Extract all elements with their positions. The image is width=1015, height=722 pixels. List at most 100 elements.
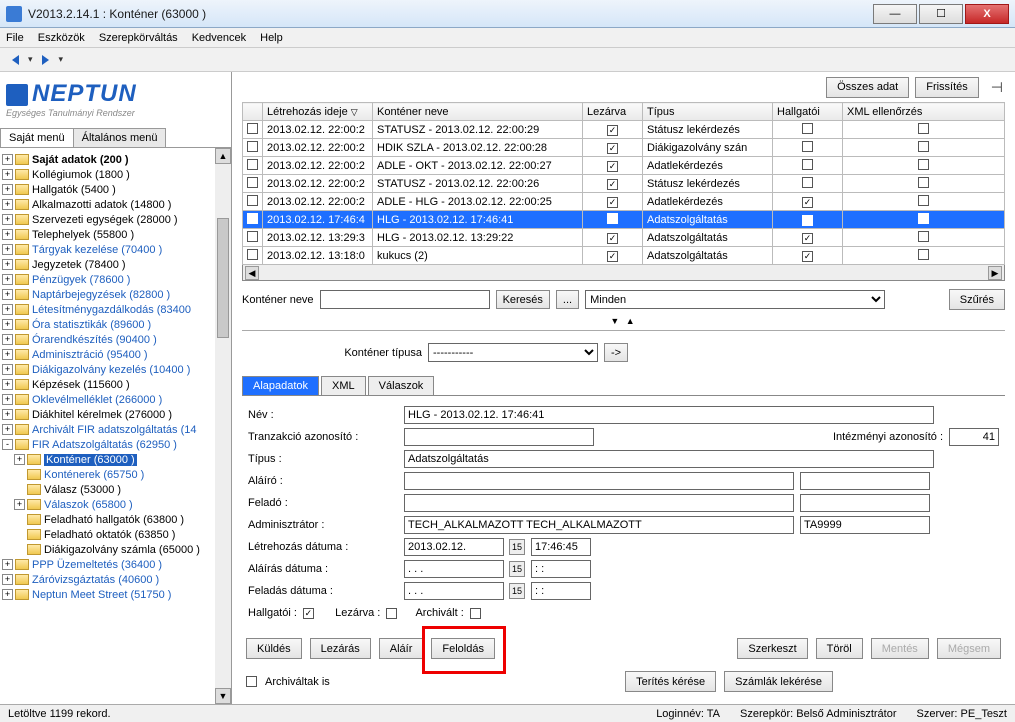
tab-valaszok[interactable]: Válaszok: [368, 376, 435, 395]
expand-icon[interactable]: +: [2, 589, 13, 600]
checkbox-icon[interactable]: [802, 159, 813, 170]
container-grid[interactable]: Létrehozás ideje ▽Konténer neveLezárvaTí…: [242, 102, 1005, 265]
close-button[interactable]: X: [965, 4, 1009, 24]
mentes-button[interactable]: Mentés: [871, 638, 929, 659]
tree-item[interactable]: Diákigazolvány számla (65000 ): [2, 542, 229, 557]
checkbox-icon[interactable]: [918, 231, 929, 242]
menu-file[interactable]: File: [6, 32, 24, 44]
terites-button[interactable]: Terítés kérése: [625, 671, 716, 692]
expand-icon[interactable]: -: [2, 439, 13, 450]
calendar-icon[interactable]: 15: [509, 561, 525, 577]
all-data-button[interactable]: Összes adat: [826, 77, 909, 98]
checkbox-icon[interactable]: ✓: [607, 179, 618, 190]
checkbox-icon[interactable]: [247, 123, 258, 134]
checkbox-icon[interactable]: ✓: [607, 251, 618, 262]
expand-icon[interactable]: +: [2, 154, 13, 165]
expand-icon[interactable]: +: [2, 574, 13, 585]
tree-item[interactable]: +Diákhitel kérelmek (276000 ): [2, 407, 229, 422]
checkbox-icon[interactable]: [247, 177, 258, 188]
menu-tools[interactable]: Eszközök: [38, 32, 85, 44]
checkbox-icon[interactable]: [607, 213, 618, 224]
tree-item[interactable]: +Oklevélmelléklet (266000 ): [2, 392, 229, 407]
input-alairo-2[interactable]: [800, 472, 930, 490]
expand-icon[interactable]: +: [2, 304, 13, 315]
expand-icon[interactable]: +: [14, 454, 25, 465]
tree-item[interactable]: +Záróvizsgáztatás (40600 ): [2, 572, 229, 587]
filter-button[interactable]: Szűrés: [949, 289, 1005, 310]
checkbox-icon[interactable]: [802, 141, 813, 152]
expand-icon[interactable]: +: [2, 199, 13, 210]
checkbox-icon[interactable]: [247, 213, 258, 224]
tab-sajat-menu[interactable]: Saját menü: [0, 128, 74, 147]
checkbox-icon[interactable]: [802, 177, 813, 188]
input-felado-2[interactable]: [800, 494, 930, 512]
checkbox-icon[interactable]: [247, 249, 258, 260]
expand-icon[interactable]: +: [2, 349, 13, 360]
checkbox-hallgatoi[interactable]: ✓: [303, 608, 314, 619]
tree-item[interactable]: Feladható oktatók (63850 ): [2, 527, 229, 542]
container-type-go-button[interactable]: ->: [604, 343, 628, 362]
tree-item[interactable]: +Pénzügyek (78600 ): [2, 272, 229, 287]
input-alairas-date[interactable]: . . .: [404, 560, 504, 578]
pin-icon[interactable]: ⊣: [991, 79, 1003, 96]
tree-item[interactable]: +Adminisztráció (95400 ): [2, 347, 229, 362]
nav-back-dropdown[interactable]: ▾: [28, 54, 33, 65]
menu-roles[interactable]: Szerepkörváltás: [99, 32, 178, 44]
scroll-thumb[interactable]: [217, 218, 229, 338]
expand-icon[interactable]: +: [2, 214, 13, 225]
checkbox-icon[interactable]: ✓: [607, 125, 618, 136]
input-tranzakcio[interactable]: [404, 428, 594, 446]
container-type-select[interactable]: -----------: [428, 343, 598, 362]
grid-row[interactable]: 2013.02.12. 13:29:3HLG - 2013.02.12. 13:…: [243, 229, 1005, 247]
tree-item[interactable]: +Órarendkészítés (90400 ): [2, 332, 229, 347]
expand-icon[interactable]: +: [2, 319, 13, 330]
grid-row[interactable]: 2013.02.12. 22:00:2STATUSZ - 2013.02.12.…: [243, 121, 1005, 139]
expand-icon[interactable]: +: [2, 289, 13, 300]
tree-item[interactable]: +Létesítménygazdálkodás (83400: [2, 302, 229, 317]
grid-header[interactable]: Hallgatói: [773, 103, 843, 121]
grid-row[interactable]: 2013.02.12. 13:18:0kukucs (2)✓Adatszolgá…: [243, 247, 1005, 265]
input-letrehozas-date[interactable]: 2013.02.12.: [404, 538, 504, 556]
feloldas-button[interactable]: Feloldás: [431, 638, 495, 659]
search-dots-button[interactable]: ...: [556, 290, 579, 309]
filter-select[interactable]: Minden: [585, 290, 885, 309]
tree-item[interactable]: +Hallgatók (5400 ): [2, 182, 229, 197]
tree-item[interactable]: +Neptun Meet Street (51750 ): [2, 587, 229, 602]
nav-back-button[interactable]: [6, 51, 24, 69]
minimize-button[interactable]: —: [873, 4, 917, 24]
tree-item[interactable]: +Tárgyak kezelése (70400 ): [2, 242, 229, 257]
tree-item[interactable]: +Alkalmazotti adatok (14800 ): [2, 197, 229, 212]
alair-button[interactable]: Aláír: [379, 638, 424, 659]
expand-icon[interactable]: +: [2, 244, 13, 255]
menu-help[interactable]: Help: [260, 32, 283, 44]
torol-button[interactable]: Töröl: [816, 638, 863, 659]
megsem-button[interactable]: Mégsem: [937, 638, 1001, 659]
checkbox-icon[interactable]: ✓: [802, 197, 813, 208]
expand-icon[interactable]: +: [2, 169, 13, 180]
checkbox-icon[interactable]: [802, 123, 813, 134]
checkbox-icon[interactable]: [918, 213, 929, 224]
expand-icon[interactable]: +: [2, 394, 13, 405]
checkbox-icon[interactable]: ✓: [802, 233, 813, 244]
checkbox-icon[interactable]: ✓: [802, 215, 813, 226]
checkbox-icon[interactable]: ✓: [802, 251, 813, 262]
szerkeszt-button[interactable]: Szerkeszt: [737, 638, 807, 659]
tree-item[interactable]: +Archivált FIR adatszolgáltatás (14: [2, 422, 229, 437]
search-input[interactable]: [320, 290, 490, 309]
nav-tree[interactable]: +Saját adatok (200 )+Kollégiumok (1800 )…: [0, 148, 231, 704]
menu-favs[interactable]: Kedvencek: [192, 32, 246, 44]
tab-altalanos-menu[interactable]: Általános menü: [73, 128, 167, 147]
checkbox-archivalt[interactable]: [470, 608, 481, 619]
grid-hscroll[interactable]: ◀ ▶: [242, 265, 1005, 281]
checkbox-icon[interactable]: [918, 159, 929, 170]
grid-header[interactable]: Létrehozás ideje ▽: [263, 103, 373, 121]
checkbox-icon[interactable]: ✓: [607, 161, 618, 172]
checkbox-icon[interactable]: [918, 177, 929, 188]
tree-scrollbar[interactable]: ▲ ▼: [215, 148, 231, 704]
tree-item[interactable]: +Óra statisztikák (89600 ): [2, 317, 229, 332]
grid-header[interactable]: [243, 103, 263, 121]
hscroll-left[interactable]: ◀: [245, 266, 259, 280]
grid-row[interactable]: 2013.02.12. 22:00:2ADLE - HLG - 2013.02.…: [243, 193, 1005, 211]
input-nev[interactable]: [404, 406, 934, 424]
checkbox-icon[interactable]: [918, 195, 929, 206]
